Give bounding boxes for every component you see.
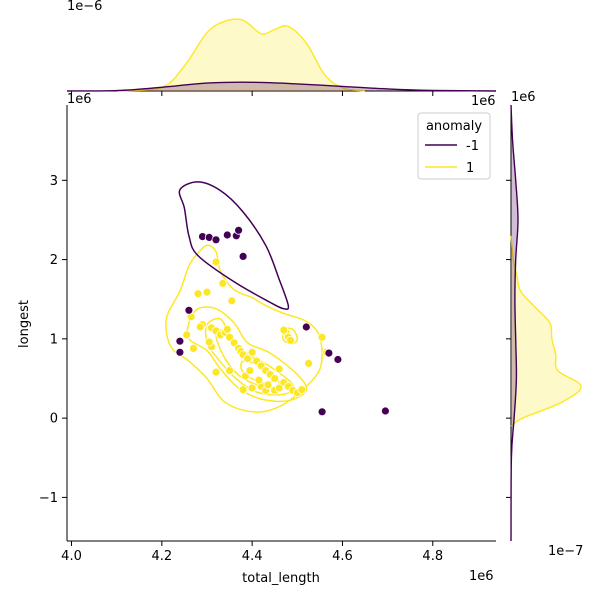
point-pos1-4 — [202, 287, 212, 297]
point-pos1-0 — [211, 257, 221, 267]
point-neg1-13 — [317, 407, 327, 417]
y-tick-label-2: 1 — [50, 332, 58, 347]
point-pos1-44 — [182, 330, 192, 340]
point-neg1-3 — [222, 230, 232, 240]
y-multiplier: 1e6 — [67, 92, 92, 107]
legend: anomaly -1 1 — [417, 112, 491, 180]
point-pos1-19 — [247, 347, 257, 357]
y-tick-label-3: 2 — [50, 253, 58, 268]
point-neg1-8 — [175, 336, 185, 346]
point-neg1-9 — [175, 347, 185, 357]
x-tick-label-3: 4.6 — [332, 549, 353, 564]
point-pos1-31 — [304, 358, 314, 368]
right-marginal-line-pos1 — [510, 235, 582, 427]
contour-neg1-0 — [178, 181, 290, 310]
point-neg1-10 — [301, 322, 311, 332]
point-pos1-25 — [274, 364, 284, 374]
x-multiplier-top: 1e6 — [471, 94, 496, 109]
x-axis-label: total_length — [242, 571, 320, 586]
scatter-points — [175, 225, 390, 417]
top-marginal-area-pos1 — [116, 19, 365, 91]
point-neg1-14 — [380, 406, 390, 416]
contour-pos1-0 — [165, 244, 323, 413]
point-pos1-50 — [254, 375, 264, 385]
point-pos1-7 — [195, 322, 205, 332]
point-pos1-40 — [211, 367, 221, 377]
point-pos1-12 — [222, 324, 232, 334]
top-multiplier: 1e−6 — [67, 0, 102, 14]
y-tick-label-1: 0 — [50, 412, 58, 427]
point-pos1-18 — [243, 354, 253, 364]
legend-title: anomaly — [426, 119, 482, 134]
x-tick-label-4: 4.8 — [422, 549, 443, 564]
point-neg1-7 — [184, 305, 194, 315]
right-marginal-line-neg1 — [510, 104, 519, 542]
point-pos1-49 — [245, 366, 255, 376]
contour-pos1-4 — [281, 327, 299, 345]
x-tick-label-0: 4.0 — [61, 549, 82, 564]
point-pos1-37 — [247, 383, 257, 393]
top-marginal-line-pos1 — [116, 18, 366, 92]
right-y-multiplier: 1e6 — [511, 90, 536, 105]
right-marginal-area-pos1 — [511, 235, 582, 427]
legend-box — [417, 112, 491, 180]
axes: 4.0 4.2 4.4 4.6 4.8 −1 0 1 2 3 — [39, 105, 496, 564]
top-marginal-area-neg1 — [67, 82, 496, 91]
point-neg1-6 — [238, 251, 248, 261]
x-multiplier: 1e6 — [469, 569, 494, 584]
legend-label-pos1: 1 — [466, 161, 474, 176]
top-marginal-plot — [66, 18, 497, 96]
point-neg1-2 — [211, 235, 221, 245]
point-pos1-32 — [317, 332, 327, 342]
legend-label-neg1: -1 — [466, 139, 479, 154]
top-marginal-line-neg1 — [66, 81, 497, 92]
point-neg1-5 — [234, 225, 244, 235]
point-pos1-36 — [238, 385, 248, 395]
point-pos1-1 — [218, 278, 228, 288]
right-marginal-plot — [506, 104, 582, 542]
point-pos1-39 — [225, 366, 235, 376]
right-multiplier: 1e−7 — [548, 544, 583, 559]
point-neg1-12 — [333, 355, 343, 364]
point-pos1-43 — [188, 343, 198, 353]
y-tick-label-0: −1 — [39, 491, 58, 506]
point-pos1-24 — [270, 374, 280, 383]
point-neg1-11 — [324, 348, 334, 358]
point-pos1-51 — [263, 380, 273, 390]
x-tick-label-1: 4.2 — [151, 549, 172, 564]
point-pos1-30 — [297, 385, 307, 395]
point-pos1-42 — [204, 337, 214, 347]
point-pos1-53 — [274, 383, 284, 393]
point-pos1-3 — [193, 289, 203, 299]
y-tick-label-4: 3 — [50, 174, 58, 189]
point-pos1-2 — [227, 296, 237, 306]
y-axis-label: longest — [17, 300, 32, 348]
point-pos1-47 — [286, 335, 295, 345]
main-plot: 4.0 4.2 4.4 4.6 4.8 −1 0 1 2 3 — [39, 105, 496, 564]
contour-pos1-1 — [186, 306, 308, 403]
x-tick-label-2: 4.4 — [242, 549, 263, 564]
point-pos1-48 — [279, 325, 289, 335]
